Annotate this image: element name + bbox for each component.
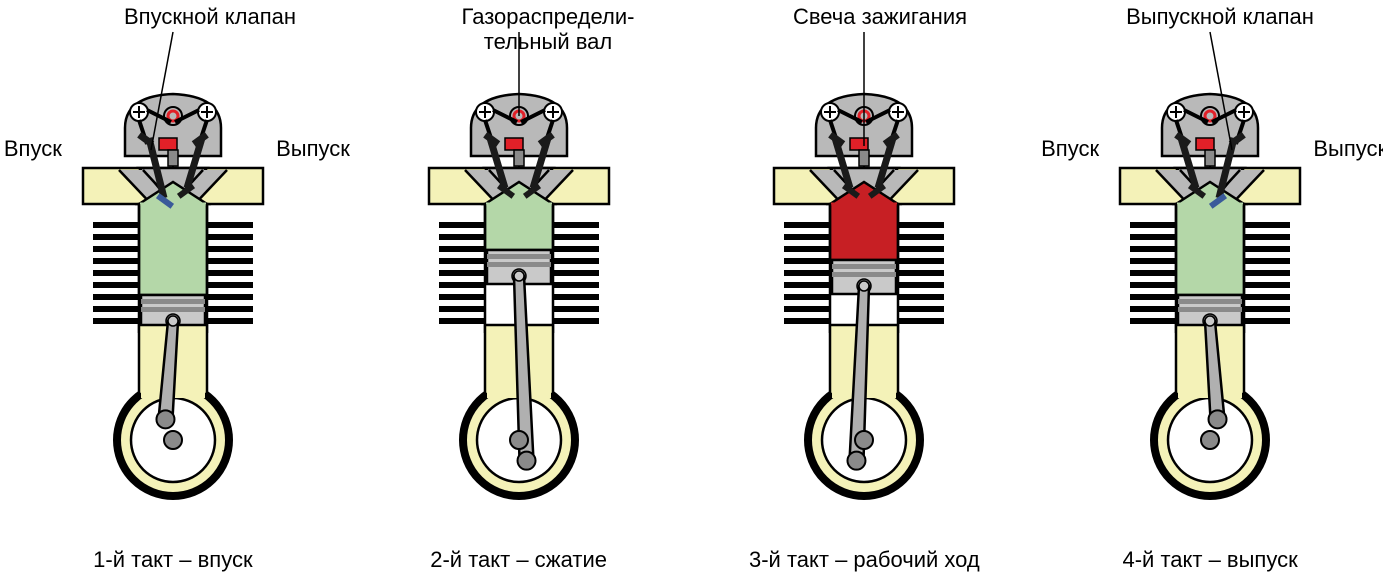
label-camshaft: Газораспредели- тельный вал bbox=[418, 4, 678, 55]
crank-pin bbox=[848, 452, 866, 470]
combustion-chamber bbox=[1176, 204, 1244, 295]
crank-pin bbox=[517, 452, 535, 470]
side-label-intake: Впуск bbox=[4, 136, 62, 162]
spark-plug bbox=[859, 150, 869, 166]
caption-stroke-4: 4-й такт – выпуск bbox=[1045, 547, 1375, 573]
engine-exhaust bbox=[1080, 80, 1340, 510]
side-label-exhaust: Выпуск bbox=[1313, 136, 1383, 162]
stroke-power bbox=[699, 80, 1029, 510]
stroke-intake: ВпускВыпуск bbox=[8, 80, 338, 510]
ignition-coil bbox=[159, 138, 177, 150]
label-intake-valve: Впускной клапан bbox=[80, 4, 340, 29]
crank-main bbox=[164, 431, 182, 449]
ignition-coil bbox=[505, 138, 523, 150]
stroke-exhaust: ВпускВыпуск bbox=[1045, 80, 1375, 510]
crank-main bbox=[855, 431, 873, 449]
caption-stroke-2: 2-й такт – сжатие bbox=[354, 547, 684, 573]
strokes-row: ВпускВыпуск ВпускВыпуск bbox=[0, 80, 1383, 510]
crank-main bbox=[510, 431, 528, 449]
crank-pin bbox=[1209, 410, 1227, 428]
combustion-chamber bbox=[830, 204, 898, 260]
ignition-coil bbox=[850, 138, 868, 150]
stroke-compression bbox=[354, 80, 684, 510]
combustion-chamber bbox=[139, 204, 207, 295]
captions-row: 1-й такт – впуск 2-й такт – сжатие 3-й т… bbox=[0, 547, 1383, 573]
crank-main bbox=[1201, 431, 1219, 449]
caption-stroke-3: 3-й такт – рабочий ход bbox=[699, 547, 1029, 573]
engine-intake bbox=[43, 80, 303, 510]
engine-power bbox=[734, 80, 994, 510]
side-label-intake: Впуск bbox=[1041, 136, 1099, 162]
spark-plug bbox=[1205, 150, 1215, 166]
label-spark-plug: Свеча зажигания bbox=[750, 4, 1010, 29]
spark-plug bbox=[514, 150, 524, 166]
engine-compression bbox=[389, 80, 649, 510]
combustion-chamber bbox=[485, 204, 553, 250]
spark-plug bbox=[168, 150, 178, 166]
crank-pin bbox=[156, 410, 174, 428]
label-exhaust-valve: Выпускной клапан bbox=[1080, 4, 1360, 29]
side-label-exhaust: Выпуск bbox=[276, 136, 350, 162]
ignition-coil bbox=[1196, 138, 1214, 150]
caption-stroke-1: 1-й такт – впуск bbox=[8, 547, 338, 573]
